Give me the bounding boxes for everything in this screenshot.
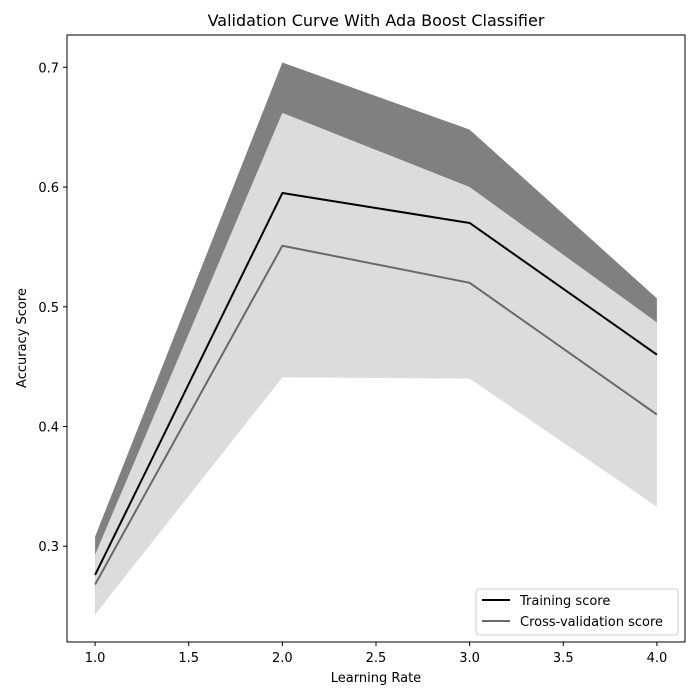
line-training-score xyxy=(94,192,658,576)
legend-label-cross-validation: Cross-validation score xyxy=(520,615,663,630)
y-axis-label: Accuracy Score xyxy=(15,288,30,388)
x-tick-label: 1.0 xyxy=(85,651,106,666)
y-axis-ticks: 0.3 0.4 0.5 0.6 0.7 xyxy=(38,61,67,555)
band-training-score xyxy=(95,62,657,615)
y-tick-label: 0.4 xyxy=(38,420,59,435)
x-axis-ticks: 1.0 1.5 2.0 2.5 3.0 3.5 4.0 xyxy=(85,642,668,666)
x-axis-label: Learning Rate xyxy=(331,671,421,686)
x-tick-label: 1.5 xyxy=(178,651,199,666)
x-tick-label: 3.0 xyxy=(459,651,480,666)
chart-title: Validation Curve With Ada Boost Classifi… xyxy=(208,11,545,30)
x-tick-label: 4.0 xyxy=(647,651,668,666)
legend-box xyxy=(475,588,679,636)
legend: Training score Cross-validation score xyxy=(475,588,679,636)
legend-label-training: Training score xyxy=(519,594,610,609)
y-tick-label: 0.5 xyxy=(38,301,59,316)
y-tick-label: 0.3 xyxy=(38,540,59,555)
y-tick-label: 0.6 xyxy=(38,181,59,196)
x-tick-label: 2.5 xyxy=(366,651,387,666)
band-cross-validation-score xyxy=(95,112,657,615)
x-tick-label: 3.5 xyxy=(553,651,574,666)
y-tick-label: 0.7 xyxy=(38,61,59,76)
score-lines xyxy=(94,192,658,586)
line-cross-validation-score xyxy=(94,244,658,586)
x-tick-label: 2.0 xyxy=(272,651,293,666)
std-bands xyxy=(95,62,657,615)
